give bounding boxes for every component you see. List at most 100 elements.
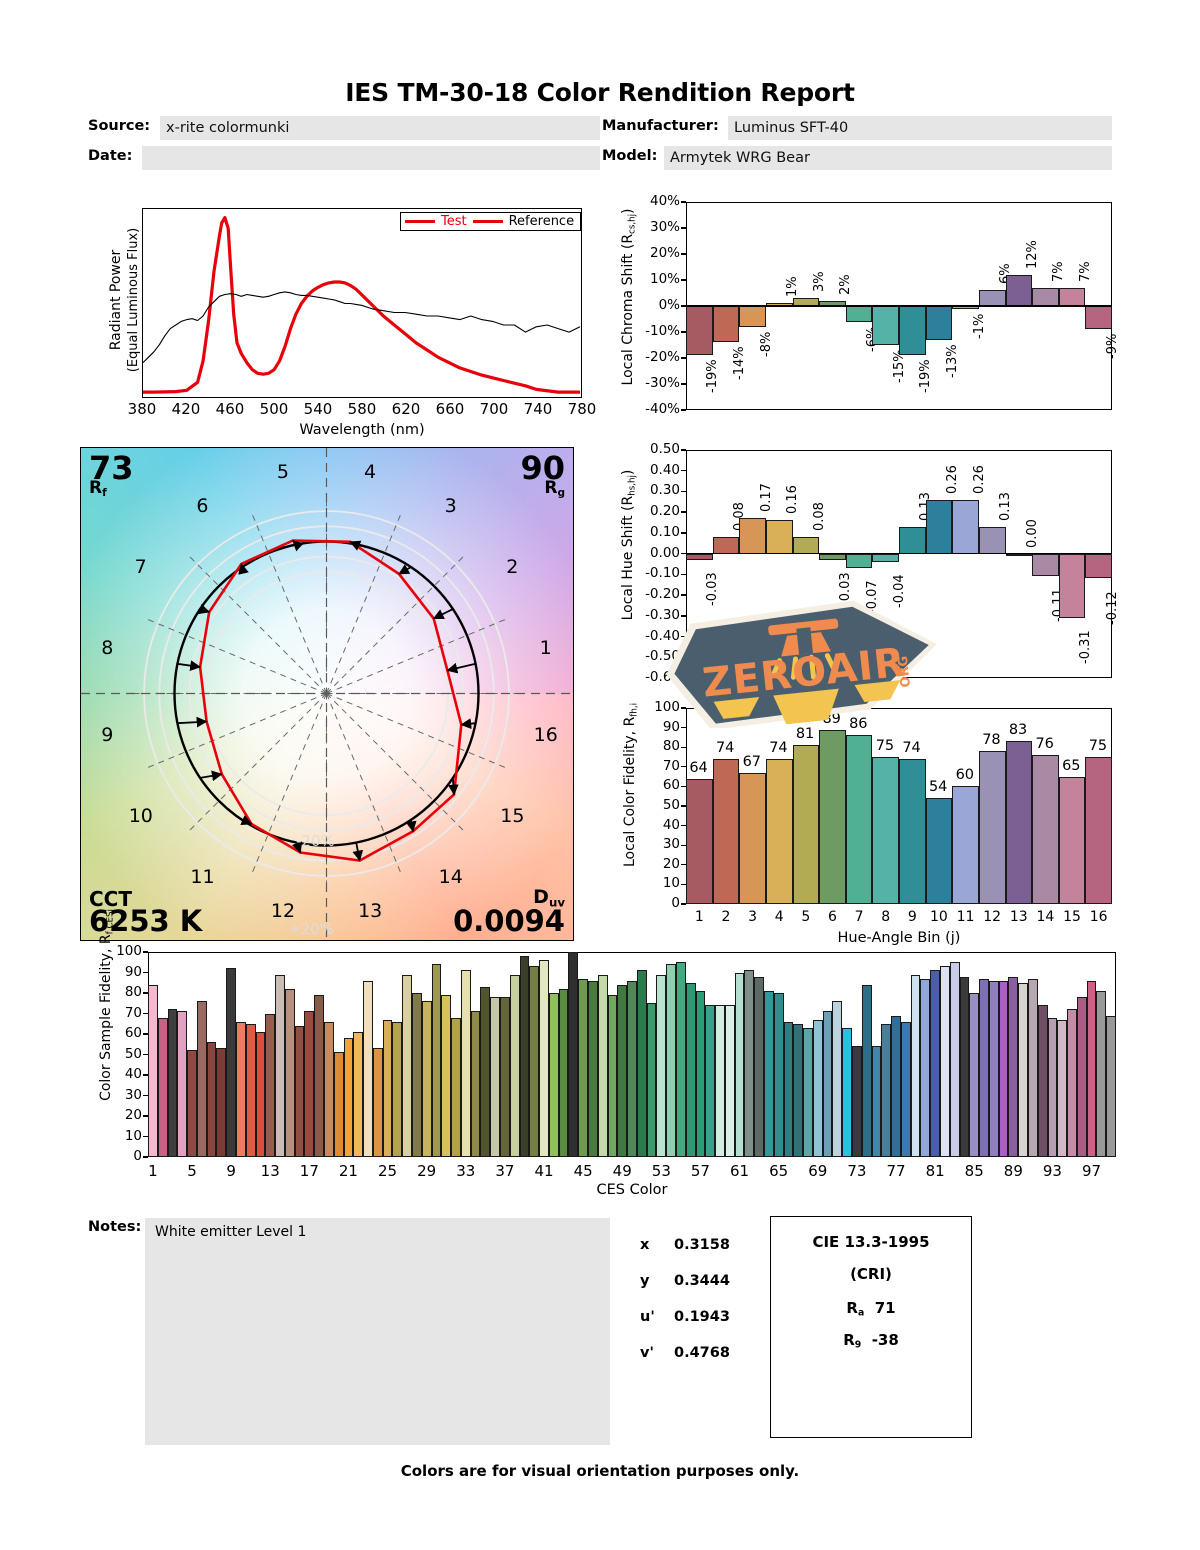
- fid-ytick[interactable]: 60: [662, 777, 680, 794]
- ces-bar[interactable]: [441, 995, 452, 1157]
- hue-zero-line[interactable]: [686, 552, 1112, 555]
- fid-xtick[interactable]: 2: [721, 909, 731, 925]
- cie-key-0[interactable]: x: [640, 1237, 650, 1253]
- ces-xtick[interactable]: 81: [925, 1162, 945, 1180]
- fid-tickmark[interactable]: [681, 785, 686, 788]
- ces-bar[interactable]: [451, 1017, 461, 1157]
- hue-tickmark[interactable]: [681, 594, 686, 596]
- ces-bar[interactable]: [734, 972, 745, 1157]
- hue-bar[interactable]: [686, 553, 713, 560]
- ces-xtick[interactable]: 93: [1042, 1162, 1062, 1180]
- ces-bar[interactable]: [421, 1001, 432, 1157]
- ces-bar[interactable]: [548, 993, 559, 1157]
- ces-xtick[interactable]: 41: [534, 1162, 554, 1180]
- fid-tickmark[interactable]: [681, 864, 686, 866]
- ces-bar[interactable]: [744, 970, 755, 1157]
- chroma-bar[interactable]: [1058, 287, 1086, 306]
- hue-tickmark[interactable]: [681, 552, 686, 555]
- hue-tickmark[interactable]: [681, 490, 686, 493]
- ces-xtick[interactable]: 33: [456, 1162, 476, 1180]
- ces-bar[interactable]: [167, 1009, 178, 1157]
- fidelity-bar-label[interactable]: 74: [768, 739, 789, 756]
- fid-xtick[interactable]: 7: [854, 909, 864, 925]
- spd-xtick[interactable]: 420: [171, 400, 201, 418]
- ces-bar[interactable]: [265, 1013, 276, 1157]
- fid-xtick[interactable]: 8: [881, 909, 891, 925]
- fidelity-bar-label[interactable]: 75: [1087, 738, 1109, 754]
- ces-tickmark[interactable]: [143, 1053, 148, 1056]
- fid-xtick[interactable]: 12: [983, 909, 1002, 925]
- ces-bar[interactable]: [842, 1027, 852, 1157]
- fid-ytick[interactable]: 70: [662, 757, 680, 774]
- fid-ytick[interactable]: 20: [662, 855, 680, 872]
- ces-bar[interactable]: [382, 1019, 393, 1157]
- spd-xtick[interactable]: 500: [259, 400, 289, 418]
- ces-bar[interactable]: [1018, 982, 1028, 1157]
- manufacturer-value[interactable]: Luminus SFT-40: [728, 116, 1112, 140]
- ces-xtick[interactable]: 25: [378, 1162, 398, 1180]
- fid-ytick[interactable]: 30: [662, 836, 680, 853]
- fidelity-bar[interactable]: [819, 729, 846, 904]
- hue-tickmark[interactable]: [681, 532, 686, 534]
- ces-bar[interactable]: [490, 997, 500, 1157]
- fid-xtick[interactable]: 3: [748, 909, 758, 925]
- fidelity-bar[interactable]: [925, 798, 953, 904]
- cie-key-3[interactable]: v': [640, 1345, 654, 1361]
- ces-tickmark[interactable]: [143, 1074, 148, 1076]
- ces-bar[interactable]: [861, 984, 872, 1157]
- ces-ytick[interactable]: 0: [133, 1148, 142, 1164]
- chroma-ytick[interactable]: 10%: [649, 271, 680, 287]
- ces-xtick[interactable]: 29: [417, 1162, 437, 1180]
- ces-xtick[interactable]: 57: [690, 1162, 710, 1180]
- spd-xtick[interactable]: 580: [347, 400, 377, 418]
- ces-bar[interactable]: [636, 970, 647, 1157]
- chroma-ytick[interactable]: -30%: [645, 375, 680, 391]
- ces-bar[interactable]: [793, 1023, 804, 1157]
- chroma-bar[interactable]: [712, 306, 740, 343]
- chroma-ytick[interactable]: 20%: [649, 245, 680, 261]
- hue-bar[interactable]: [899, 526, 926, 554]
- ces-bar[interactable]: [372, 1048, 383, 1157]
- ces-bar[interactable]: [187, 1050, 197, 1157]
- chroma-bar[interactable]: [978, 290, 1006, 306]
- chroma-tickmark[interactable]: [681, 253, 686, 255]
- fidelity-bar[interactable]: [765, 758, 793, 904]
- fidelity-bar-label[interactable]: 81: [794, 726, 816, 743]
- ces-xtick[interactable]: 21: [338, 1162, 358, 1180]
- ces-bar[interactable]: [314, 995, 324, 1157]
- ces-xtick[interactable]: 9: [226, 1162, 236, 1180]
- ces-bar[interactable]: [1106, 1015, 1116, 1157]
- fid-xtick[interactable]: 11: [956, 909, 975, 925]
- hue-bar[interactable]: [712, 537, 740, 554]
- hue-bar[interactable]: [819, 553, 846, 560]
- ces-bar[interactable]: [617, 984, 628, 1157]
- fidelity-bar-label[interactable]: 78: [981, 732, 1002, 749]
- ces-bar[interactable]: [500, 997, 510, 1157]
- ces-xtick[interactable]: 85: [964, 1162, 984, 1180]
- fid-ytick[interactable]: 40: [662, 816, 680, 833]
- ces-xtick[interactable]: 5: [187, 1162, 197, 1180]
- chroma-bar-label[interactable]: 2%: [838, 274, 854, 295]
- fidelity-bar-label[interactable]: 83: [1007, 722, 1029, 739]
- hue-bar[interactable]: [1085, 553, 1112, 579]
- ces-bar[interactable]: [431, 964, 442, 1157]
- cie-value-3[interactable]: 0.4768: [674, 1345, 730, 1361]
- chroma-bar[interactable]: [739, 306, 766, 327]
- cvg-bin-5[interactable]: 5: [276, 461, 289, 484]
- cvg-bin-7[interactable]: 7: [134, 556, 147, 579]
- chroma-tickmark[interactable]: [681, 357, 686, 359]
- ces-bar[interactable]: [343, 1038, 354, 1157]
- chroma-bar-label[interactable]: -1%: [971, 313, 987, 339]
- ces-bar[interactable]: [509, 974, 520, 1157]
- ces-tickmark[interactable]: [143, 1012, 148, 1015]
- fidelity-bar-label[interactable]: 74: [714, 739, 736, 756]
- fidelity-bar-label[interactable]: 64: [688, 759, 709, 776]
- fid-tickmark[interactable]: [681, 824, 686, 827]
- spd-xtick[interactable]: 740: [523, 400, 553, 418]
- spd-xtick[interactable]: 660: [435, 400, 465, 418]
- hue-bar[interactable]: [845, 553, 873, 569]
- ces-bar[interactable]: [1028, 978, 1038, 1157]
- ces-xtick[interactable]: 49: [612, 1162, 632, 1180]
- ces-ytick[interactable]: 80: [124, 984, 142, 1000]
- ces-bar[interactable]: [773, 993, 784, 1157]
